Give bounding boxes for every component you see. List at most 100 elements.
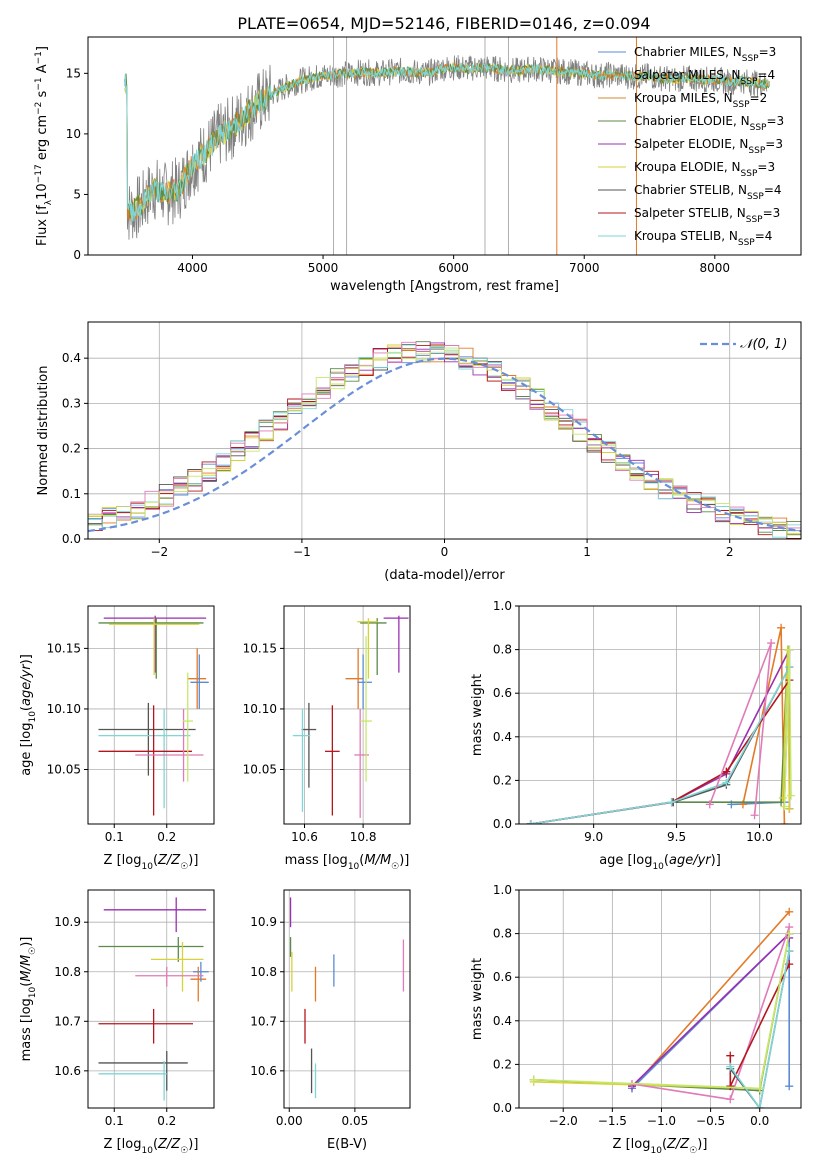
label-part: )] [19, 937, 34, 947]
weight-marker [767, 639, 776, 648]
legend-entry: Salpeter MILES, NSSP=4 [634, 68, 775, 87]
label-part: =3 [759, 45, 777, 59]
y-tick-label: 0.0 [62, 532, 81, 546]
label-part: 10 [141, 862, 153, 872]
plot-area [88, 341, 801, 539]
y-tick-label: 1.0 [493, 599, 512, 613]
y-tick-label: 10.9 [250, 915, 277, 929]
label-part: ( [19, 706, 34, 711]
plot-area [529, 907, 794, 1108]
x-tick-label: −1.5 [598, 1114, 627, 1128]
weight-marker [526, 820, 535, 824]
plot-area [289, 897, 405, 1099]
y-tick-label: 10.10 [243, 702, 277, 716]
label-part: ( [359, 853, 364, 868]
label-part: 10 [348, 862, 360, 872]
y-tick-label: 10.15 [243, 641, 277, 655]
y-tick-label: 0.0 [493, 817, 512, 831]
y-tick-label: 10 [66, 127, 81, 141]
y-tick-label: 10.8 [250, 965, 277, 979]
label-part: Z [log [613, 1137, 651, 1152]
x-axis-label: (data-model)/error [384, 568, 505, 583]
label-part: 10 [35, 183, 50, 200]
label-part: Flux [f [35, 205, 50, 246]
weight-marker [529, 1075, 538, 1084]
weight-marker [722, 767, 731, 776]
y-tick-label: 0.6 [493, 970, 512, 984]
x-tick-label: −1.0 [647, 1114, 676, 1128]
y-axis-label: Flux [fλ10−17 erg cm−2 s−1 A−1] [34, 46, 54, 246]
legend-entry: Chabrier STELIB, NSSP=4 [634, 183, 782, 202]
label-part: )] [188, 853, 198, 868]
y-tick-label: 10.6 [250, 1064, 277, 1078]
legend-entry: Kroupa STELIB, NSSP=4 [634, 229, 772, 248]
label-part: Salpeter ELODIE, N [634, 137, 748, 151]
y-tick-label: 0.4 [493, 1014, 512, 1028]
y-tick-label: 0 [73, 248, 81, 262]
y-tick-label: 0.6 [493, 686, 512, 700]
label-part: s [35, 90, 50, 101]
x-axis-label: Z [log10(Z/Z☉)] [104, 853, 199, 872]
label-part: =2 [750, 91, 768, 105]
legend: Chabrier MILES, NSSP=3 Salpeter MILES, NS… [598, 45, 784, 248]
panel-massweight_vs_Z: −2.0 −1.5 −1.0 −0.5 0.0 0.0 0.2 0.4 0.6 0.8 1.0 Z [… [470, 883, 802, 1156]
y-tick-label: 0.8 [493, 927, 512, 941]
x-tick-label: 4000 [177, 261, 208, 275]
x-axis-label: mass [log10(M/M☉)] [285, 853, 410, 872]
x-tick-label: 2 [726, 545, 734, 559]
weight-line [530, 666, 791, 824]
y-axis-label: Normed distribution [36, 366, 51, 496]
y-tick-label: 0.4 [62, 351, 81, 365]
axes-frame [283, 605, 411, 825]
label-part: )] [188, 1137, 198, 1152]
weight-marker [755, 1104, 764, 1108]
label-part: Z [log [104, 1137, 142, 1152]
label-part: −1 [34, 51, 44, 64]
x-tick-label: 10.6 [291, 830, 318, 844]
label-part: )] [399, 853, 409, 868]
weight-marker [785, 1082, 794, 1091]
x-tick-label: 0.2 [157, 1114, 176, 1128]
label-part: ( [153, 853, 158, 868]
plot-area [124, 37, 770, 255]
label-part: age/yr [19, 663, 34, 706]
x-tick-label: 0.1 [105, 830, 124, 844]
weight-marker [785, 929, 794, 938]
x-axis-label: age [log10(age/yr)] [599, 853, 721, 872]
label-part: M/M [364, 853, 391, 868]
label-part: mass [log [19, 998, 34, 1061]
label-part: =4 [757, 68, 775, 82]
x-tick-label: 6000 [438, 261, 469, 275]
label-part: Z/Z [157, 1137, 181, 1152]
label-part: ] [35, 46, 50, 51]
x-tick-label: 10.0 [746, 830, 773, 844]
gaussian-curve [88, 357, 801, 533]
label-part: λ [44, 199, 54, 205]
weight-marker [726, 1062, 735, 1071]
weight-line [729, 950, 790, 1108]
label-part: =4 [764, 183, 782, 197]
x-tick-label: 8000 [700, 261, 731, 275]
axes-frame [87, 605, 215, 825]
y-tick-label: 0.2 [62, 442, 81, 456]
panel-spectrum: 4000 5000 6000 7000 8000 0 5 10 15 wavelength [An… [34, 36, 802, 294]
label-part: 10 [141, 1146, 153, 1156]
weight-marker [726, 1082, 735, 1091]
label-part: −1 [34, 77, 44, 90]
axes-frame [283, 889, 411, 1109]
label-part: Z/Z [157, 853, 181, 868]
label-part: )] [19, 654, 34, 664]
plot-area [98, 897, 209, 1101]
y-tick-label: 5 [73, 187, 81, 201]
y-tick-label: 10.7 [54, 1014, 81, 1028]
label-part: Chabrier STELIB, N [634, 183, 747, 197]
x-axis-label: Z [log10(Z/Z☉)] [104, 1137, 199, 1156]
x-tick-label: 9.0 [584, 830, 603, 844]
label-part: 10 [652, 862, 664, 872]
y-tick-label: 10.05 [47, 763, 81, 777]
legend-entry: Chabrier MILES, NSSP=3 [634, 45, 776, 64]
weight-marker [785, 907, 794, 916]
histogram-step [88, 347, 801, 536]
